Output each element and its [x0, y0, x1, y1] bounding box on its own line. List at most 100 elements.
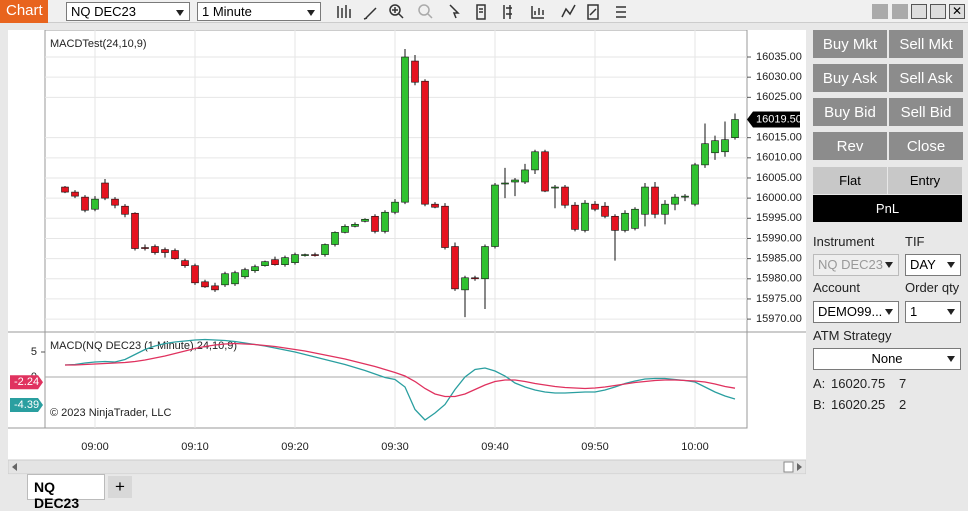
candle-body: [571, 204, 579, 230]
x-tick-label: 10:00: [681, 441, 709, 453]
candle-body: [441, 205, 449, 248]
scroll-arrow: [797, 463, 802, 471]
candle-body: [141, 247, 149, 249]
qty-input[interactable]: 1: [905, 301, 961, 323]
y-tick-label: 15990.00: [756, 232, 802, 244]
candle-body: [351, 224, 359, 227]
candle-body: [241, 269, 249, 278]
candle-body: [561, 186, 569, 206]
candle-body: [91, 198, 99, 210]
order-button[interactable]: Buy Ask: [813, 64, 887, 92]
tif-label: TIF: [905, 234, 925, 249]
close-button[interactable]: ✕: [949, 4, 965, 19]
position-state: Flat: [813, 167, 887, 194]
minimize-button[interactable]: [911, 4, 927, 19]
candle-body: [371, 215, 379, 232]
account-select[interactable]: DEMO99...: [813, 301, 899, 323]
chart-tab[interactable]: NQ DEC23: [27, 474, 105, 511]
y-tick-label: 15995.00: [756, 212, 802, 224]
interval-select[interactable]: 1 Minute: [197, 2, 321, 21]
candle-body: [171, 250, 179, 259]
candle-body: [301, 254, 309, 256]
candle-body: [601, 205, 609, 217]
plot-border: [44, 30, 748, 429]
add-tab[interactable]: +: [108, 476, 132, 498]
order-button[interactable]: Close: [889, 132, 963, 160]
entry-price: Entry: [888, 167, 962, 194]
bid-price: 16020.25: [831, 397, 886, 412]
bid-size: 2: [899, 397, 907, 412]
last-price-tag: [747, 111, 800, 128]
atm-select[interactable]: None: [813, 348, 961, 370]
y-tick-label: 15985.00: [756, 253, 802, 265]
x-tick-label: 09:50: [581, 441, 609, 453]
candle-body: [421, 80, 429, 205]
candle-body: [411, 60, 419, 83]
candle-body: [81, 196, 89, 211]
candle-body: [431, 203, 439, 208]
candle-body: [591, 203, 599, 210]
y-tick-label: 16015.00: [756, 132, 802, 144]
maximize-button[interactable]: [930, 4, 946, 19]
candle-body: [531, 151, 539, 171]
scrollbar: [8, 459, 806, 475]
toolbar-icons[interactable]: [334, 2, 634, 22]
tif-select[interactable]: DAY: [905, 254, 961, 276]
candle-body: [541, 151, 549, 192]
candle-body: [261, 261, 269, 266]
candle-body: [221, 273, 229, 286]
chart-tab[interactable]: Chart: [0, 0, 48, 23]
order-button[interactable]: Buy Mkt: [813, 30, 887, 58]
order-button[interactable]: Sell Ask: [889, 64, 963, 92]
order-button[interactable]: Rev: [813, 132, 887, 160]
candle-body: [321, 244, 329, 255]
y-tick-label: 16000.00: [756, 192, 802, 204]
candle-body: [151, 246, 159, 253]
order-button[interactable]: Sell Mkt: [889, 30, 963, 58]
y-tick-label: 16035.00: [756, 51, 802, 63]
indicator-title: MACDTest(24,10,9): [50, 38, 147, 50]
candle-body: [391, 201, 399, 213]
candle-body: [451, 246, 459, 290]
candle-body: [501, 182, 509, 185]
toolbar: Chart NQ DEC23 1 Minute ✕: [0, 0, 968, 23]
candle-body: [671, 196, 679, 205]
y-tick-label: 5: [31, 346, 37, 358]
candle-body: [341, 226, 349, 233]
instrument-select[interactable]: NQ DEC23: [66, 2, 190, 21]
candle-body: [611, 215, 619, 231]
window-button[interactable]: [872, 4, 888, 19]
candle-body: [521, 169, 529, 183]
y-tick-label: 15980.00: [756, 273, 802, 285]
candle-body: [111, 198, 119, 206]
candle-body: [691, 164, 699, 205]
y-tick-label: 15975.00: [756, 293, 802, 305]
chart-area: 09:00 09:10 09:20 09:30 09:40 09:50 10:00 15970…: [8, 30, 806, 475]
candle-body: [191, 265, 199, 284]
ask-size: 7: [899, 376, 907, 391]
atm-label: ATM Strategy: [813, 328, 892, 343]
instrument-label: Instrument: [813, 234, 875, 249]
order-panel: Buy Mkt Sell Mkt Buy Ask Sell Ask Buy Bi…: [812, 28, 964, 428]
window-button[interactable]: [892, 4, 908, 19]
candle-body: [401, 56, 409, 203]
candle-body: [271, 259, 279, 265]
candle-body: [701, 143, 709, 166]
candle-body: [201, 281, 209, 288]
candle-body: [331, 232, 339, 245]
y-tick-label: 15970.00: [756, 313, 802, 325]
candle-body: [491, 184, 499, 247]
y-tick-label: 16030.00: [756, 71, 802, 83]
candle-body: [61, 186, 69, 193]
y-tick-label: 16025.00: [756, 91, 802, 103]
candle-body: [311, 254, 319, 256]
x-tick-label: 09:30: [381, 441, 409, 453]
order-button[interactable]: Buy Bid: [813, 98, 887, 126]
candle-body: [461, 277, 469, 291]
order-button[interactable]: Sell Bid: [889, 98, 963, 126]
candle-body: [731, 119, 739, 138]
x-tick-label: 09:00: [81, 441, 109, 453]
indicator-title: MACD(NQ DEC23 (1 Minute),24,10,9): [50, 340, 237, 352]
y-tick-label: 16005.00: [756, 172, 802, 184]
